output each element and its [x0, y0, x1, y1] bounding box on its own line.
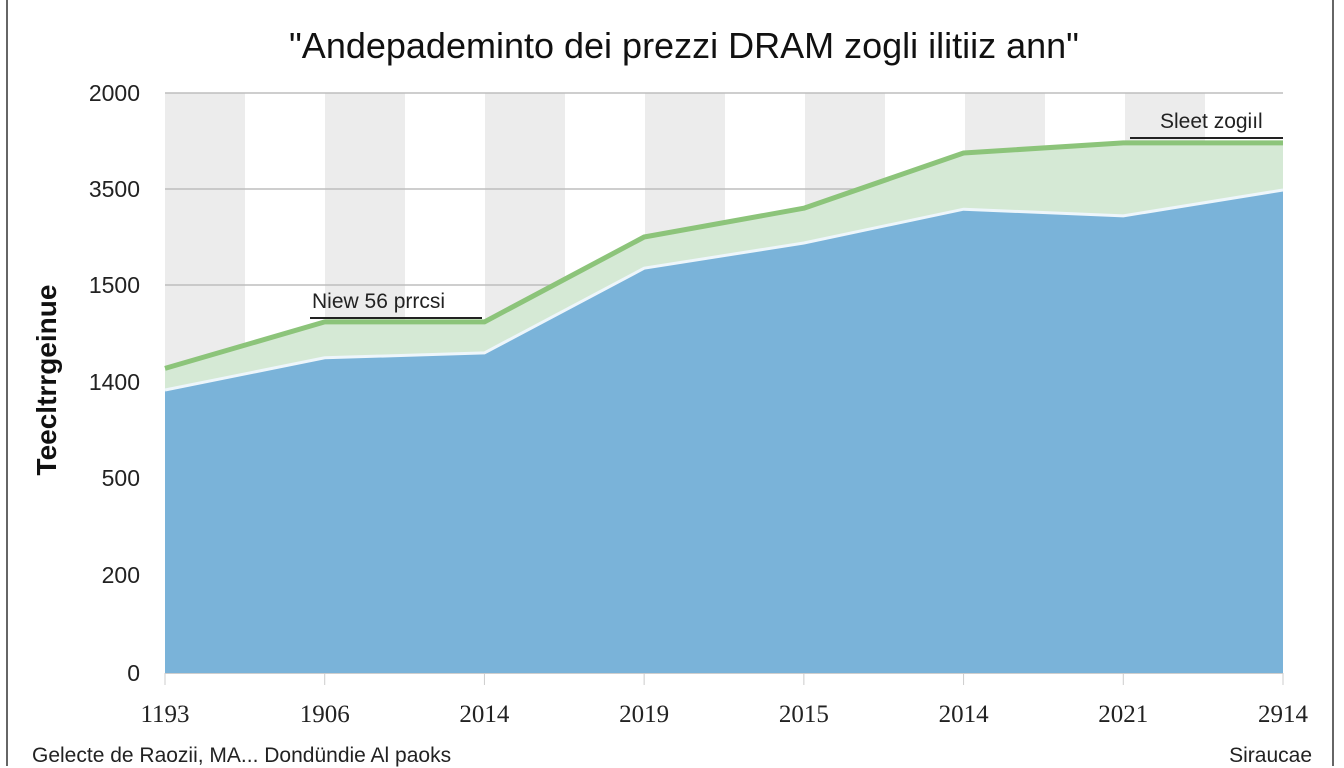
y-tick-label: 2000: [89, 80, 140, 106]
x-tick-label: 2021: [1098, 701, 1148, 728]
x-tick-label: 2014: [459, 701, 510, 728]
x-tick-label: 1193: [140, 701, 189, 728]
x-tick-label: 2014: [939, 701, 990, 728]
annotation-new-prices: Niew 56 prrcsi: [312, 290, 445, 313]
source-note-left: Gelecte de Raozii, MA... Dondündie Al pa…: [32, 744, 451, 767]
y-axis-label: Teecltrrgeinue: [31, 285, 62, 476]
source-note-right: Siraucae: [1229, 744, 1312, 767]
x-tick-label: 2914: [1258, 701, 1309, 728]
area-lower-series: [165, 190, 1283, 673]
y-tick-label: 500: [102, 465, 140, 491]
line-upper-series: [164, 140, 1283, 371]
y-tick-label: 200: [102, 562, 140, 588]
y-tick-label: 1500: [89, 272, 140, 298]
y-tick-label: 0: [127, 660, 140, 686]
chart-title: "Andepademinto dei prezzi DRAM zogli ili…: [289, 25, 1079, 66]
annotation-sleet: Sleet zogiıl: [1160, 110, 1263, 133]
chart-frame: [6, 0, 1334, 766]
x-tick-label: 2019: [619, 701, 669, 728]
x-tick-label: 1906: [300, 701, 350, 728]
line-lower-series: [164, 188, 1284, 392]
x-tick-label: 2015: [779, 701, 829, 728]
y-tick-label: 3500: [89, 176, 140, 202]
y-tick-label: 1400: [89, 369, 140, 395]
